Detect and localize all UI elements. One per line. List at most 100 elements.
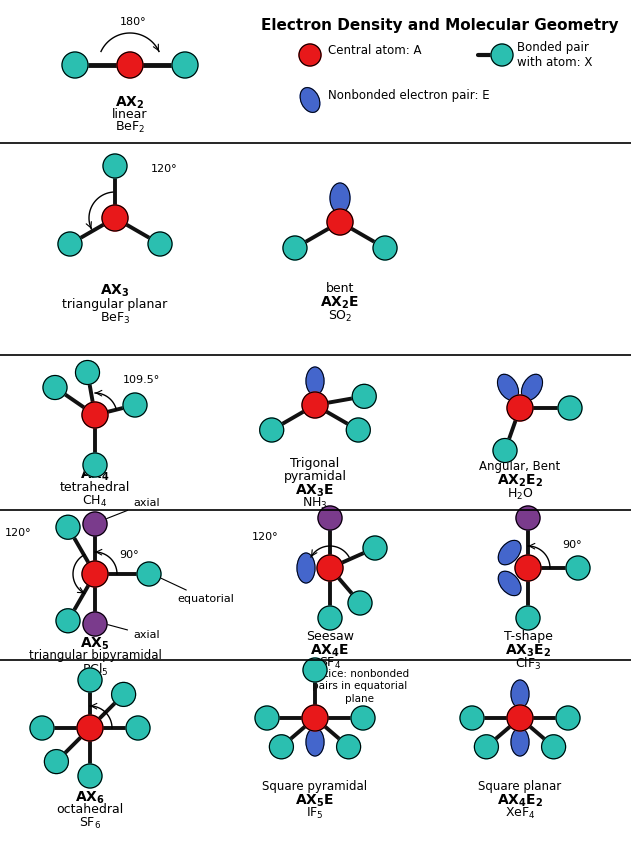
Circle shape	[541, 734, 565, 758]
Text: 120°: 120°	[251, 532, 278, 542]
Text: $\mathrm{CH_4}$: $\mathrm{CH_4}$	[83, 494, 108, 509]
Circle shape	[172, 52, 198, 78]
Text: $\mathbf{AX_2E}$: $\mathbf{AX_2E}$	[321, 295, 360, 311]
Circle shape	[148, 232, 172, 256]
Circle shape	[123, 393, 147, 417]
Ellipse shape	[306, 367, 324, 395]
Text: bent: bent	[326, 282, 354, 295]
Circle shape	[558, 396, 582, 420]
Text: 90°: 90°	[119, 550, 139, 560]
Circle shape	[346, 418, 370, 442]
Text: $\mathrm{BeF_2}$: $\mathrm{BeF_2}$	[115, 120, 145, 135]
Circle shape	[507, 705, 533, 731]
Text: $\mathbf{AX_5E}$: $\mathbf{AX_5E}$	[295, 793, 334, 809]
Text: $\mathrm{SO_2}$: $\mathrm{SO_2}$	[327, 309, 352, 324]
Circle shape	[493, 438, 517, 462]
Circle shape	[516, 506, 540, 530]
Ellipse shape	[330, 183, 350, 213]
Circle shape	[460, 706, 484, 730]
Text: with atom: X: with atom: X	[517, 57, 593, 69]
Circle shape	[303, 658, 327, 682]
Circle shape	[516, 606, 540, 630]
Circle shape	[82, 402, 108, 428]
Text: 120°: 120°	[4, 528, 31, 538]
Circle shape	[317, 555, 343, 581]
Text: $\mathrm{NH_3}$: $\mathrm{NH_3}$	[302, 496, 328, 511]
Text: $\mathrm{XeF_4}$: $\mathrm{XeF_4}$	[505, 806, 535, 821]
Circle shape	[475, 734, 498, 758]
Ellipse shape	[498, 541, 521, 565]
Circle shape	[83, 453, 107, 477]
Circle shape	[507, 395, 533, 421]
Ellipse shape	[511, 728, 529, 756]
Text: Trigonal: Trigonal	[290, 457, 339, 470]
Text: Seesaw: Seesaw	[306, 630, 354, 643]
Text: $\mathrm{H_2O}$: $\mathrm{H_2O}$	[507, 487, 533, 502]
Circle shape	[83, 612, 107, 636]
Text: $\mathbf{AX_3E_2}$: $\mathbf{AX_3E_2}$	[505, 643, 551, 660]
Text: Square pyramidal: Square pyramidal	[262, 780, 368, 793]
Circle shape	[78, 764, 102, 788]
Text: $\mathbf{AX_2E_2}$: $\mathbf{AX_2E_2}$	[497, 473, 543, 489]
Text: 90°: 90°	[114, 696, 134, 706]
Text: $\mathbf{AX_4E_2}$: $\mathbf{AX_4E_2}$	[497, 793, 543, 809]
Circle shape	[351, 706, 375, 730]
Circle shape	[269, 734, 293, 758]
Circle shape	[56, 609, 80, 632]
Circle shape	[556, 706, 580, 730]
Text: Bonded pair: Bonded pair	[517, 41, 589, 55]
Circle shape	[62, 52, 88, 78]
Circle shape	[255, 706, 279, 730]
Circle shape	[30, 716, 54, 740]
Circle shape	[117, 52, 143, 78]
Circle shape	[58, 232, 82, 256]
Ellipse shape	[522, 374, 543, 400]
Text: pyramidal: pyramidal	[283, 470, 346, 483]
Circle shape	[327, 209, 353, 235]
Text: $\mathbf{AX_3}$: $\mathbf{AX_3}$	[100, 283, 130, 299]
Circle shape	[302, 392, 328, 418]
Circle shape	[56, 516, 80, 539]
Ellipse shape	[497, 374, 519, 400]
Text: $\mathrm{ClF_3}$: $\mathrm{ClF_3}$	[515, 656, 541, 672]
Text: Central atom: A: Central atom: A	[328, 45, 422, 57]
Text: equatorial: equatorial	[156, 576, 234, 604]
Circle shape	[515, 555, 541, 581]
Text: tetrahedral: tetrahedral	[60, 481, 130, 494]
Circle shape	[260, 418, 284, 442]
Text: triangular planar: triangular planar	[62, 298, 168, 311]
Text: $\mathbf{AX_6}$: $\mathbf{AX_6}$	[75, 790, 105, 807]
Circle shape	[82, 561, 108, 587]
Text: $\mathrm{SF_6}$: $\mathrm{SF_6}$	[79, 816, 101, 831]
Circle shape	[318, 506, 342, 530]
Text: 180°: 180°	[120, 17, 146, 27]
Text: 90°: 90°	[562, 540, 582, 550]
Circle shape	[566, 556, 590, 580]
Circle shape	[373, 236, 397, 260]
Circle shape	[299, 44, 321, 66]
Ellipse shape	[297, 553, 315, 583]
Circle shape	[491, 44, 513, 66]
Text: Angular, Bent: Angular, Bent	[480, 460, 560, 473]
Text: Nonbonded electron pair: E: Nonbonded electron pair: E	[328, 89, 490, 102]
Text: $\mathbf{AX_2}$: $\mathbf{AX_2}$	[115, 95, 144, 112]
Circle shape	[137, 562, 161, 586]
Text: octahedral: octahedral	[56, 803, 124, 816]
Text: $\mathrm{BeF_3}$: $\mathrm{BeF_3}$	[100, 311, 130, 326]
Circle shape	[76, 360, 100, 384]
Text: triangular bipyramidal: triangular bipyramidal	[28, 649, 162, 662]
Text: $\mathbf{AX_5}$: $\mathbf{AX_5}$	[80, 636, 110, 652]
Ellipse shape	[300, 88, 320, 112]
Text: Notice: nonbonded
pairs in equatorial
plane: Notice: nonbonded pairs in equatorial pl…	[310, 669, 410, 704]
Text: $\mathbf{AX_3E}$: $\mathbf{AX_3E}$	[295, 483, 334, 499]
Text: axial: axial	[102, 622, 160, 640]
Circle shape	[126, 716, 150, 740]
Text: linear: linear	[112, 108, 148, 121]
Ellipse shape	[511, 680, 529, 708]
Ellipse shape	[306, 728, 324, 756]
Circle shape	[43, 376, 67, 400]
Ellipse shape	[498, 571, 521, 595]
Circle shape	[363, 536, 387, 560]
Text: T-shape: T-shape	[504, 630, 552, 643]
Circle shape	[283, 236, 307, 260]
